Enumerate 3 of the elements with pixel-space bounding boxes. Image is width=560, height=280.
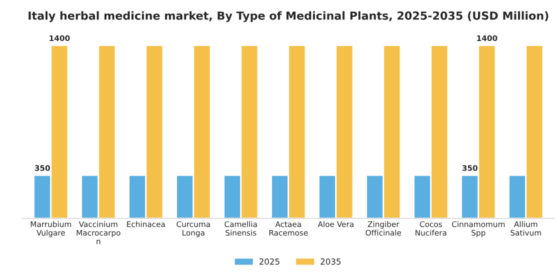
legend-label: 2035 — [320, 258, 341, 265]
legend-label: 2025 — [259, 258, 280, 265]
chart-title: Italy herbal medicine market, By Type of Medicinal Plants, 2025-2035 (USD Million) — [28, 11, 548, 22]
